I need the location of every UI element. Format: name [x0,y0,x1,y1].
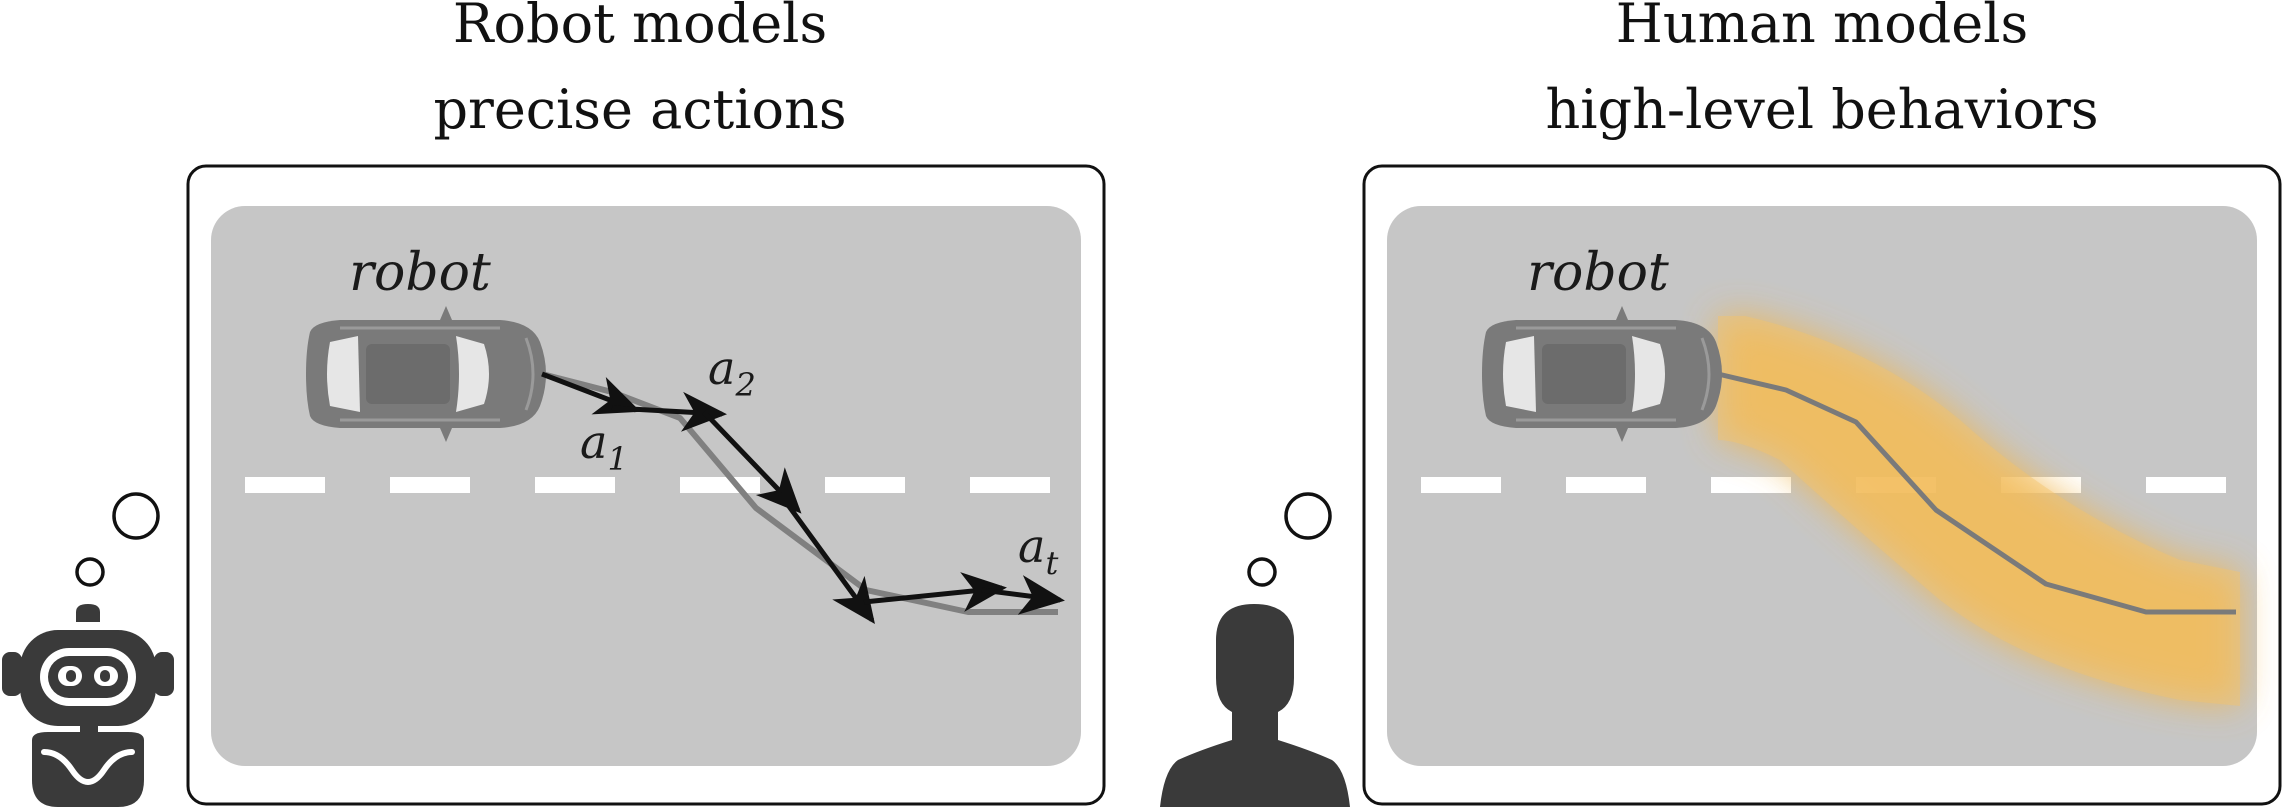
behavior-band [1718,316,2240,706]
action-label-at: at [1018,519,1058,582]
right-behavior-path [1717,371,2236,615]
left-lane-dashes [245,477,1050,493]
right-title-line1: Human models [1616,0,2028,55]
thought-bubble-large [112,492,160,540]
left-car-label: robot [349,243,491,303]
thought-bubble-large [1284,492,1332,540]
right-car-label: robot [1527,243,1669,303]
right-title-line2: high-level behaviors [1545,78,2098,141]
left-panel: Robot models precise actions robot a1 a2 [2,0,1106,807]
behavior-band-core [1718,316,2240,706]
thought-bubble-small [75,557,105,587]
right-panel: Human models high-level behaviors robot [1160,0,2282,807]
action-arrow [863,572,1007,612]
thought-bubble-small [1247,557,1277,587]
left-action-arrows [541,371,1065,625]
left-title-line2: precise actions [433,78,846,141]
action-arrow [541,371,641,415]
left-robot-car-icon [304,304,548,444]
action-label-a2: a2 [708,341,756,404]
right-robot-car-icon [1480,304,1724,444]
action-label-a1: a1 [580,415,628,478]
robot-icon [2,604,174,807]
action-arrow [777,492,875,625]
left-title-line1: Robot models [453,0,827,55]
action-arrow [981,575,1065,615]
left-road [211,206,1081,766]
person-silhouette-icon [1160,604,1350,807]
